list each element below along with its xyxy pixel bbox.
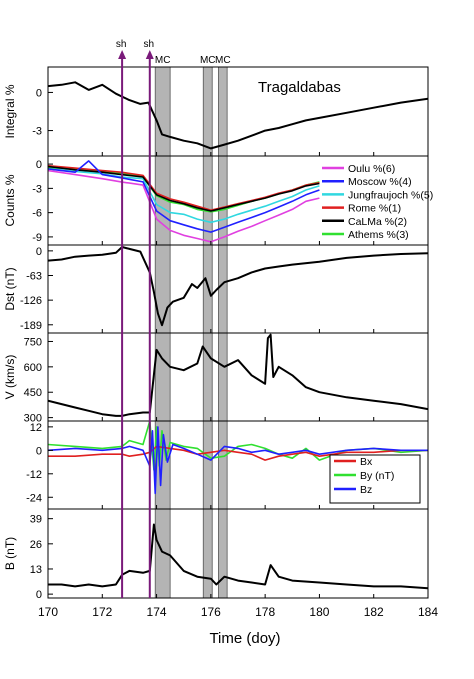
panel-imf-plot [48,421,428,495]
panel-dst-plot [48,246,428,327]
x-tick-label-2: 174 [147,605,167,619]
y-tick-label-dst-3: -189 [20,320,42,332]
y-tick-label-imf-1: 0 [36,445,42,457]
y-tick-label-counts-2: -6 [32,208,42,220]
y-tick-label-imf-3: -24 [26,492,42,504]
y-tick-label-imf-2: -12 [26,469,42,481]
legend-box-imf [329,454,421,504]
y-tick-label-speed-1: 450 [24,387,42,399]
series-line-counts-4 [48,165,320,212]
y-tick-label-speed-3: 750 [24,336,42,348]
legend-label-counts-3: Jungfraujoch %(5) [348,189,433,201]
event-markers-layer [118,50,154,598]
y-tick-label-dst-0: 0 [36,246,42,258]
series-line-speed-1 [48,333,428,417]
y-tick-label-btotal-0: 0 [36,589,42,601]
x-tick-label-0: 170 [38,605,58,619]
panel-btotal-plot [48,523,428,590]
mc-label-1: MC [155,55,171,66]
y-tick-label-speed-2: 600 [24,362,42,374]
y-axis-label-integral: Integral % [3,84,17,138]
x-tick-label-4: 178 [255,605,275,619]
panel-frame-dst [47,244,429,334]
panel-frame-btotal [47,508,429,599]
x-tick-label-6: 182 [364,605,384,619]
legends-layer: Oulu %(6)Moscow %(4)Jungfraujoch %(5) Rom… [322,163,433,504]
series-line-counts-2 [48,166,320,213]
x-axis-title: Time (doy) [209,630,280,647]
shock-label-1: sh [116,39,127,50]
x-tick-label-3: 176 [201,605,221,619]
series-line-counts-6 [48,169,320,243]
y-tick-label-counts-1: -3 [32,183,42,195]
y-tick-label-btotal-1: 13 [30,564,42,576]
mc-label-3: MC [215,55,231,66]
legend-label-counts-5: CaLMa %(2) [348,216,407,228]
y-tick-label-dst-2: -126 [20,295,42,307]
y-tick-label-btotal-3: 39 [30,514,42,526]
legend-label-imf-2: By (nT) [360,470,394,482]
y-tick-label-integral-1: -3 [32,126,42,138]
panel-frame-integral [47,66,429,157]
panel-frames-layer [47,66,429,599]
series-line-imf-2 [48,445,428,461]
legend-label-imf-1: Bx [360,456,373,468]
series-line-integral-1 [48,81,428,150]
y-tick-label-counts-0: 0 [36,159,42,171]
shock-arrow-1 [118,50,127,59]
x-tick-label-5: 180 [309,605,329,619]
y-tick-label-dst-1: -63 [26,271,42,283]
mc-label-2: MC [200,55,216,66]
y-tick-label-speed-0: 300 [24,413,42,425]
legend-label-counts-1: Oulu %(6) [348,163,395,175]
x-tick-label-1: 172 [92,605,112,619]
panel-speed-plot [48,333,428,417]
series-line-imf-3 [48,426,428,495]
legend-label-counts-6: Athems %(3) [348,229,409,241]
y-axis-label-dst: Dst (nT) [3,267,17,310]
series-line-counts-5 [48,160,320,233]
station-title: Tragaldabas [258,79,341,96]
series-line-dst-1 [48,246,428,327]
y-tick-label-btotal-2: 26 [30,539,42,551]
y-axis-label-speed: V (km/s) [3,355,17,400]
y-axis-label-counts: Counts % [3,174,17,226]
legend-label-counts-4: Rome %(1) [348,203,401,215]
legend-label-counts-2: Moscow %(4) [348,176,412,188]
panel-frame-speed [47,332,429,422]
y-axis-label-btotal: B (nT) [3,537,17,570]
y-tick-label-imf-0: 12 [30,422,42,434]
legend-label-imf-3: Bz [360,484,372,496]
shock-arrow-2 [145,50,154,59]
panel-counts-plot [48,160,320,243]
panel-integral-plot [48,81,428,150]
series-line-btotal-1 [48,523,428,590]
x-tick-label-7: 184 [418,605,438,619]
y-tick-label-integral-0: 0 [36,87,42,99]
shock-label-2: sh [144,39,155,50]
series-layer [48,81,428,590]
y-tick-label-counts-3: -9 [32,232,42,244]
